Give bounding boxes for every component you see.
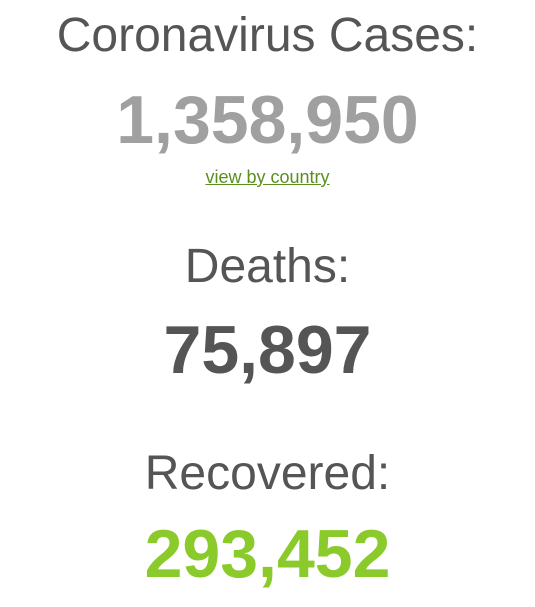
view-by-country-link[interactable]: view by country [205, 167, 330, 187]
recovered-title: Recovered: [144, 447, 391, 500]
deaths-count: 75,897 [163, 312, 372, 388]
cases-count: 1,358,950 [116, 82, 419, 158]
deaths-title: Deaths: [184, 240, 351, 293]
recovered-count: 293,452 [144, 516, 391, 592]
view-by-country-wrap: view by country [0, 168, 535, 188]
cases-title: Coronavirus Cases: [56, 9, 479, 62]
